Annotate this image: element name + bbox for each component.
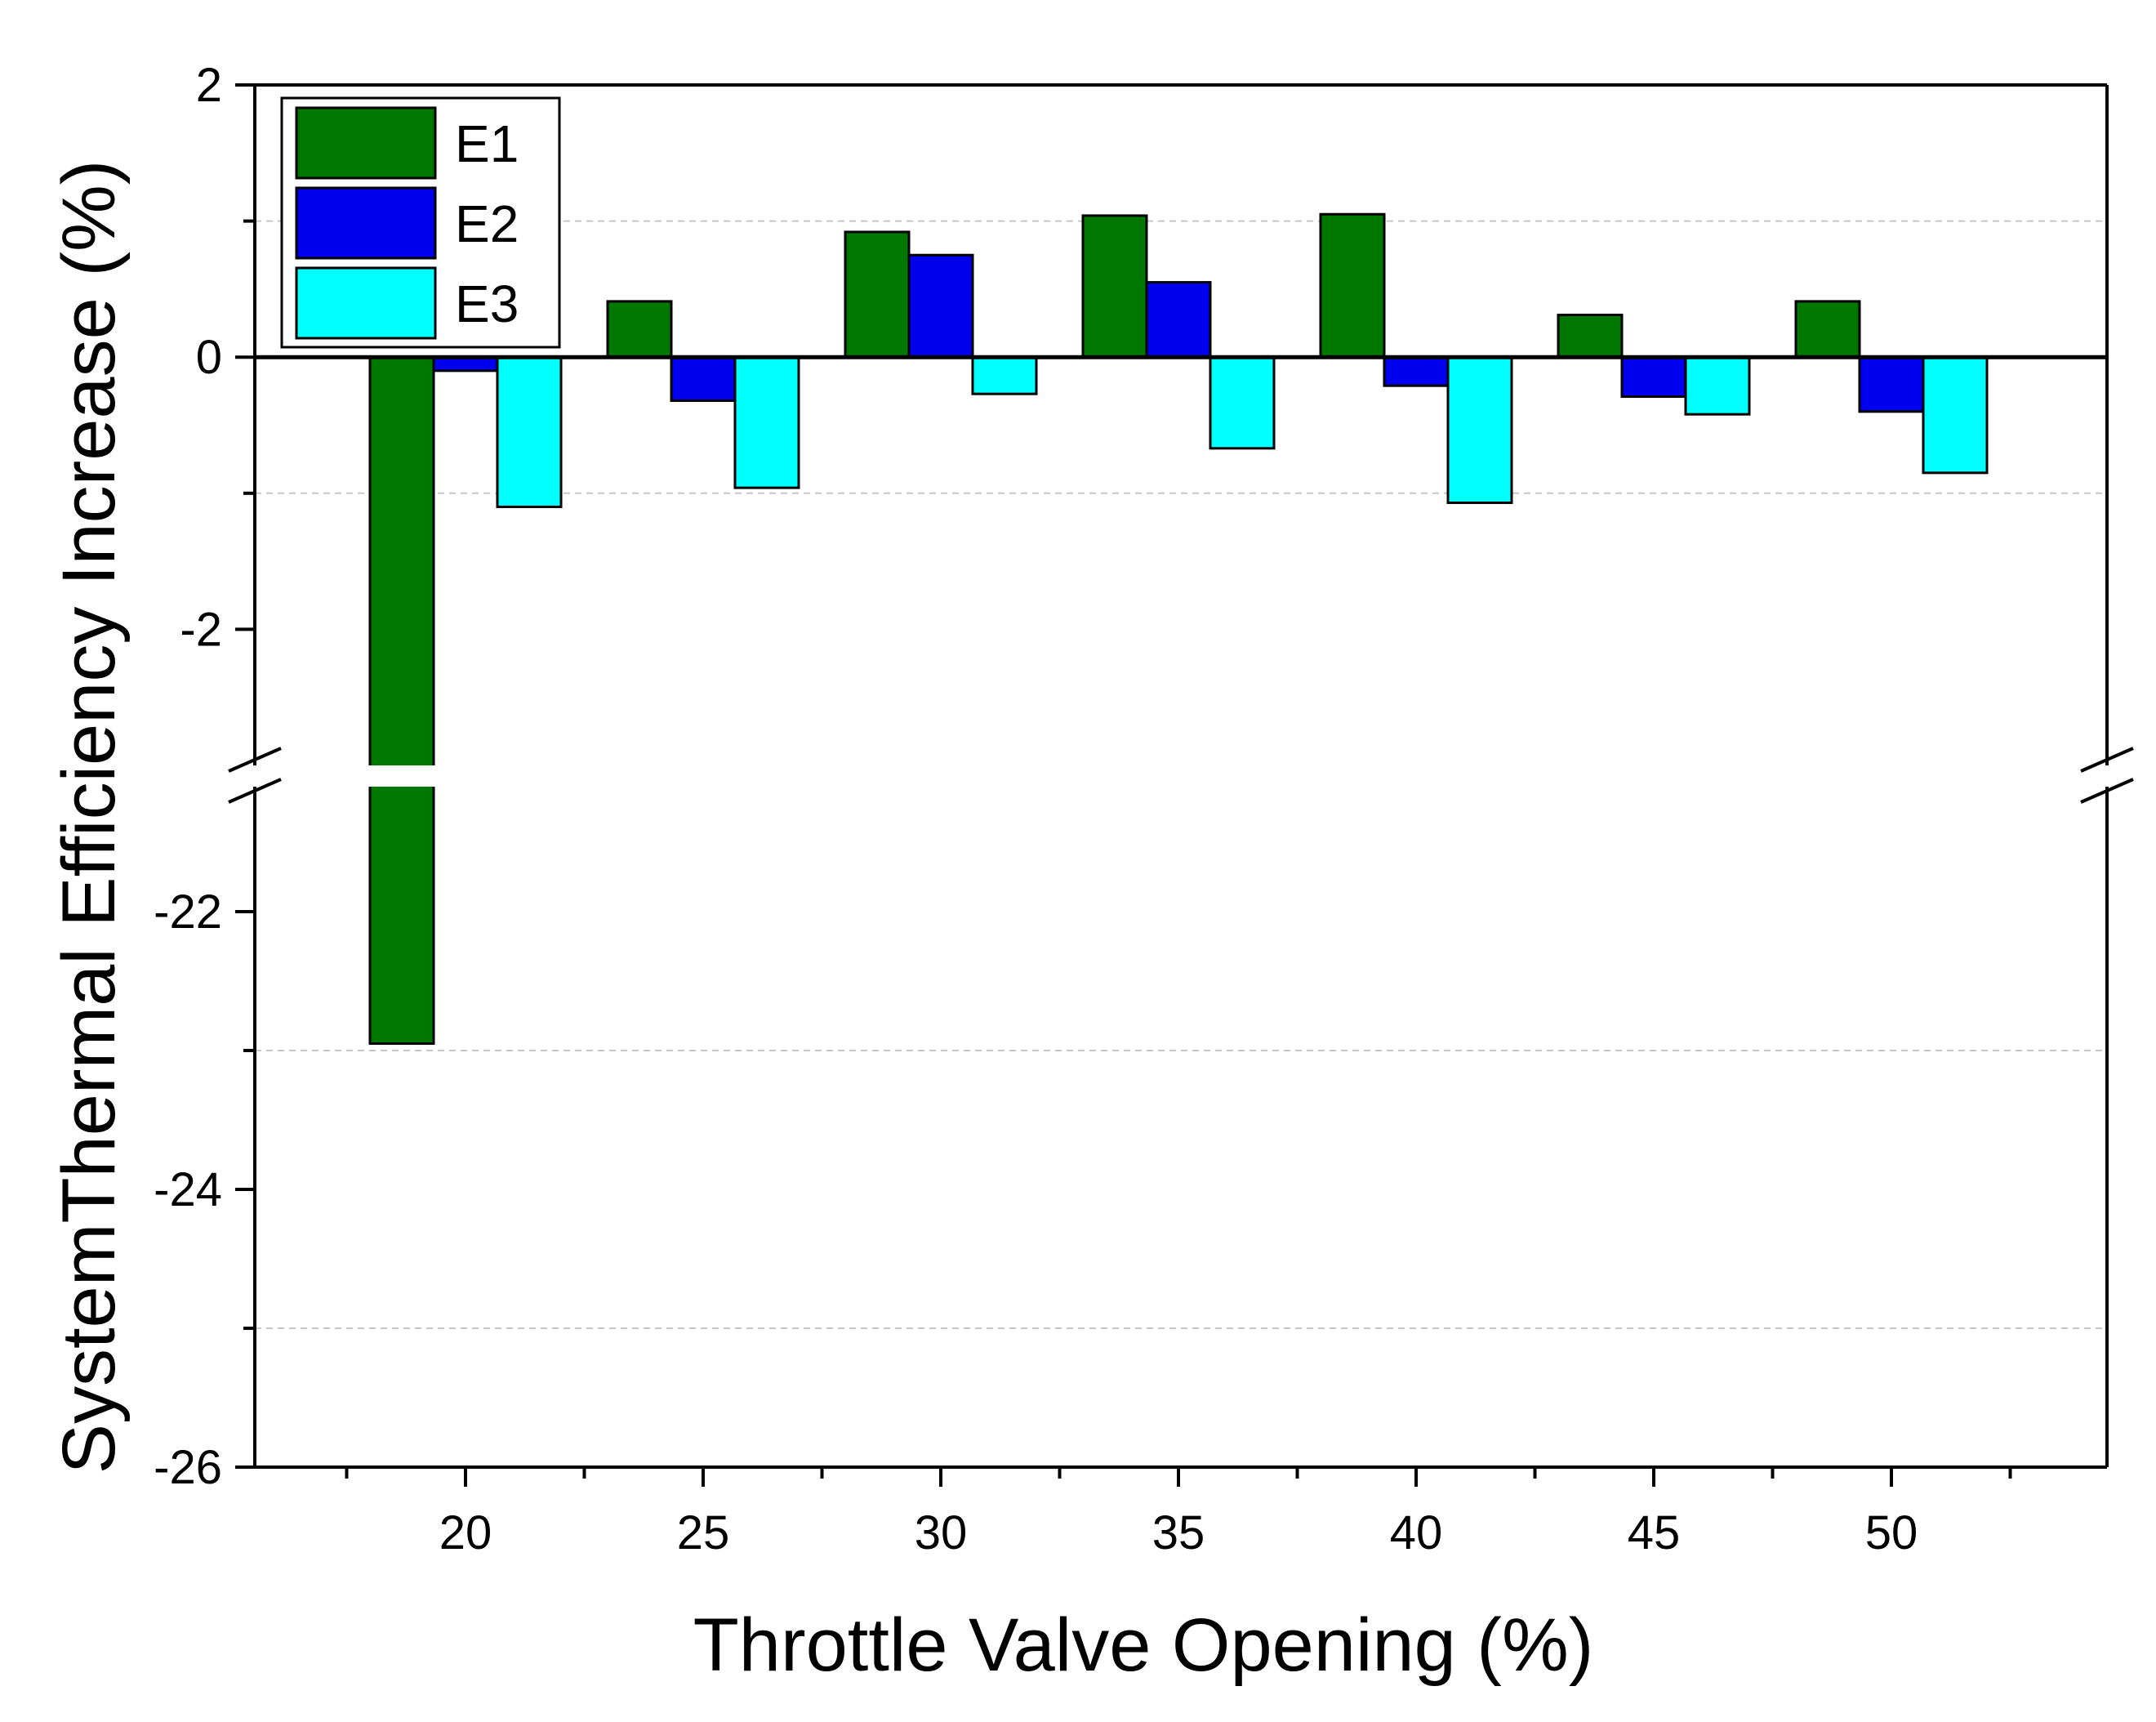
- bar-e2-45: [1620, 355, 1687, 399]
- x-tick-label-30: 30: [915, 1506, 968, 1559]
- bar-e1-40: [1319, 212, 1386, 359]
- bar-e2-40: [1383, 355, 1450, 387]
- bar-e2-50: [1858, 355, 1925, 413]
- axis-break-mark-left: [228, 778, 282, 804]
- bar-e1-45: [1557, 314, 1624, 359]
- bar-e3-25: [733, 355, 800, 489]
- axis-break-mark-left: [228, 747, 282, 773]
- y-tick-label: -24: [154, 1163, 222, 1216]
- y-tick-label: -2: [180, 603, 222, 656]
- legend-label-e2: E2: [455, 194, 519, 253]
- y-axis-title: SystemThermal Efficiency Increase (%): [47, 160, 131, 1474]
- y-tick-label: 2: [196, 59, 222, 112]
- x-tick-label-35: 35: [1152, 1506, 1205, 1559]
- x-axis-title: Throttle Valve Opening (%): [693, 1604, 1594, 1687]
- bar-e3-35: [1209, 355, 1276, 450]
- bar-e1-50: [1794, 300, 1861, 359]
- legend-label-e3: E3: [455, 274, 519, 333]
- bar-e1-20: [368, 355, 435, 1045]
- bar-e1-35: [1081, 214, 1148, 359]
- legend-swatch-e2: [295, 186, 437, 260]
- bar-e3-20: [496, 355, 563, 508]
- legend: E1 E2 E3: [280, 96, 561, 349]
- bar-e3-30: [971, 355, 1038, 395]
- bar-e1-25: [606, 300, 673, 359]
- axis-break-mark-right: [2080, 747, 2134, 773]
- bars: [368, 212, 1989, 1045]
- y-tick-label: -26: [154, 1441, 222, 1494]
- x-tick-label-20: 20: [439, 1506, 492, 1559]
- x-tick-label-25: 25: [677, 1506, 730, 1559]
- axes: [228, 83, 2134, 1487]
- bar-e3-45: [1684, 355, 1751, 416]
- axis-break-mark-right: [2080, 778, 2134, 804]
- bar-e3-40: [1446, 355, 1513, 504]
- legend-swatch-e1: [295, 106, 437, 180]
- bar-e3-50: [1922, 355, 1989, 475]
- y-tick-label: 0: [196, 331, 222, 384]
- x-tick-label-45: 45: [1628, 1506, 1681, 1559]
- grid-lines: [255, 220, 2107, 1329]
- x-tick-label-50: 50: [1865, 1506, 1918, 1559]
- bar-e2-30: [907, 253, 974, 359]
- axis-break-gap: [256, 765, 2105, 787]
- y-tick-label: -22: [154, 886, 222, 939]
- x-tick-label-40: 40: [1390, 1506, 1443, 1559]
- bar-e2-35: [1145, 281, 1212, 359]
- legend-swatch-e3: [295, 266, 437, 340]
- bar-e1-30: [844, 230, 911, 359]
- bar-e2-25: [670, 355, 737, 403]
- legend-label-e1: E1: [455, 114, 519, 173]
